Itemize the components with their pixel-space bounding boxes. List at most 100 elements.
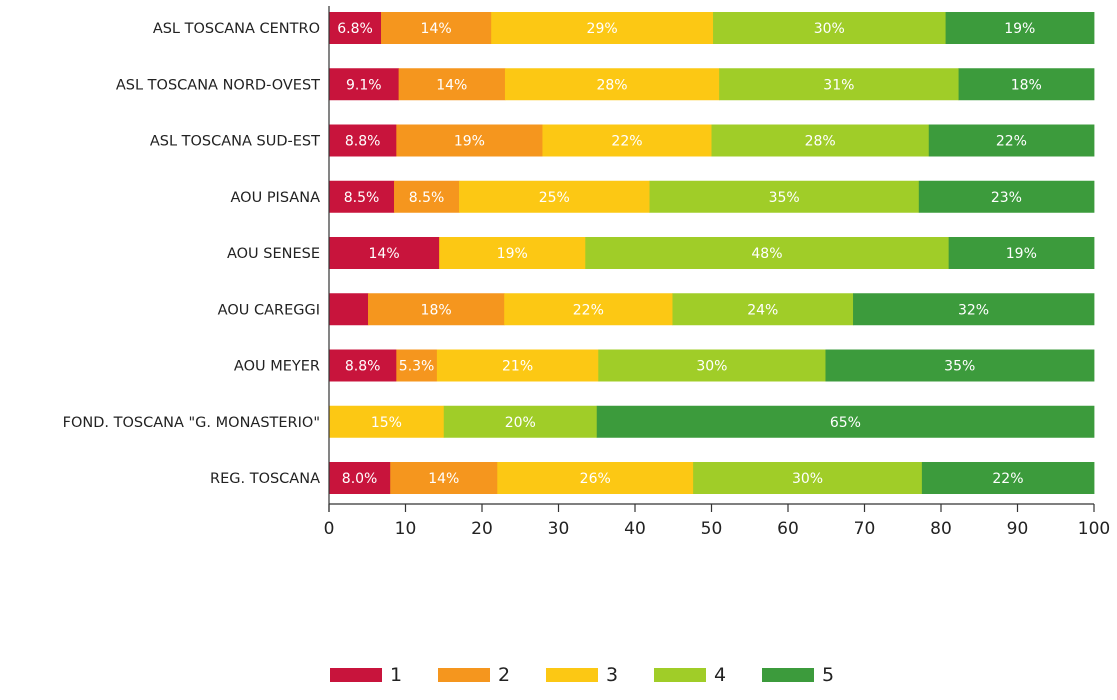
data-label-asl-toscana-sud-est-5: 22% [996,134,1027,150]
data-label-fond-toscana-g-monasterio-4: 20% [505,415,536,431]
x-tick-label-90: 90 [1007,519,1029,539]
x-tick-label-80: 80 [930,519,952,539]
bar-segment-asl-toscana-centro-3 [491,12,714,44]
data-label-aou-careggi-2: 18% [421,302,452,318]
data-label-asl-toscana-nord-ovest-4: 31% [823,77,854,93]
data-label-aou-meyer-5: 35% [944,359,975,375]
data-label-reg-toscana-2: 14% [428,471,459,487]
data-label-asl-toscana-centro-5: 19% [1004,21,1035,37]
data-label-aou-pisana-4: 35% [769,190,800,206]
legend-label-1: 1 [390,664,402,686]
data-label-asl-toscana-centro-1: 6.8% [337,21,373,37]
data-label-aou-careggi-3: 22% [573,302,604,318]
bar-segment-asl-toscana-centro-5 [945,12,1095,44]
bar-segment-asl-toscana-nord-ovest-3 [504,68,720,101]
x-tick-label-20: 20 [471,519,493,539]
data-label-fond-toscana-g-monasterio-5: 65% [830,415,861,431]
bar-segment-aou-meyer-1 [329,349,397,382]
bar-segment-reg-toscana-5 [921,462,1095,494]
bar-segment-aou-careggi-4 [672,293,854,326]
bar-segment-asl-toscana-centro-1 [329,12,382,44]
x-tick-label-10: 10 [395,519,417,539]
data-label-reg-toscana-1: 8.0% [342,471,378,487]
bar-segment-aou-pisana-5 [918,180,1095,213]
bar-segment-aou-senese-4 [585,237,950,269]
category-label-aou-senese: AOU SENESE [227,246,320,262]
data-label-asl-toscana-centro-4: 30% [814,21,845,37]
data-label-aou-senese-4: 48% [751,246,782,262]
bar-segment-reg-toscana-1 [329,462,391,494]
bar-segment-asl-toscana-centro-2 [381,12,492,44]
data-label-aou-careggi-4: 24% [747,302,778,318]
data-label-asl-toscana-nord-ovest-3: 28% [596,77,627,93]
data-label-reg-toscana-5: 22% [992,471,1023,487]
legend-label-3: 3 [606,664,618,686]
bar-segment-reg-toscana-2 [390,462,498,494]
bar-segment-aou-senese-1 [329,237,440,269]
data-label-fond-toscana-g-monasterio-3: 15% [371,415,402,431]
category-label-asl-toscana-sud-est: ASL TOSCANA SUD-EST [150,134,320,150]
bar-segment-aou-meyer-4 [598,349,826,382]
bar-segment-asl-toscana-sud-est-4 [711,124,930,157]
data-label-aou-senese-3: 19% [497,246,528,262]
x-tick-label-50: 50 [701,519,723,539]
x-tick-label-100: 100 [1078,519,1110,539]
data-label-aou-pisana-3: 25% [539,190,570,206]
bar-segment-fond-toscana-g-monasterio-5 [596,405,1095,438]
bars-group [329,12,1095,494]
bar-segment-asl-toscana-nord-ovest-4 [719,68,959,101]
bar-segment-asl-toscana-sud-est-1 [329,124,397,157]
category-label-asl-toscana-nord-ovest: ASL TOSCANA NORD-OVEST [116,77,320,93]
bar-segment-aou-senese-3 [439,237,586,269]
legend-swatch-5 [762,668,814,682]
legend-swatch-3 [546,668,598,682]
data-label-asl-toscana-sud-est-4: 28% [805,134,836,150]
x-tick-label-40: 40 [624,519,646,539]
data-label-asl-toscana-nord-ovest-5: 18% [1011,77,1042,93]
bar-segment-aou-meyer-5 [825,349,1095,382]
x-tick-label-0: 0 [324,519,335,539]
bar-segment-aou-pisana-3 [459,180,650,213]
x-tick-label-60: 60 [777,519,799,539]
legend-swatch-4 [654,668,706,682]
bar-segment-reg-toscana-4 [693,462,923,494]
bar-segment-asl-toscana-sud-est-3 [542,124,712,157]
bar-segment-aou-pisana-2 [394,180,460,213]
legend-swatch-1 [330,668,382,682]
x-axis: 0 10 20 30 40 50 60 70 80 90 100 [324,6,1110,539]
bar-segment-asl-toscana-nord-ovest-5 [958,68,1095,101]
bar-segment-asl-toscana-nord-ovest-2 [398,68,506,101]
category-label-reg-toscana: REG. TOSCANA [210,471,320,487]
bar-segment-aou-pisana-4 [649,180,920,213]
data-label-aou-senese-1: 14% [369,246,400,262]
data-label-asl-toscana-sud-est-1: 8.8% [345,134,381,150]
data-label-aou-senese-5: 19% [1006,246,1037,262]
data-label-asl-toscana-nord-ovest-1: 9.1% [346,77,382,93]
legend-label-2: 2 [498,664,510,686]
data-label-asl-toscana-nord-ovest-2: 14% [436,77,467,93]
data-label-aou-meyer-3: 21% [502,359,533,375]
category-labels-group: ASL TOSCANA CENTRO ASL TOSCANA NORD-OVEST… [63,21,321,487]
data-label-reg-toscana-4: 30% [792,471,823,487]
data-label-asl-toscana-sud-est-2: 19% [454,134,485,150]
bar-segment-asl-toscana-nord-ovest-1 [329,68,400,101]
data-label-aou-meyer-2: 5.3% [399,359,435,375]
data-label-aou-meyer-4: 30% [696,359,727,375]
bar-labels-group: 6.8% 14% 29% 30% 19% 9.1% 14% 28% 31% 18% 8.8% 19% 2… [337,21,1042,487]
legend-label-4: 4 [714,664,726,686]
category-label-asl-toscana-centro: ASL TOSCANA CENTRO [153,21,320,37]
bar-segment-asl-toscana-centro-4 [713,12,946,44]
bar-segment-aou-meyer-2 [396,349,438,382]
category-label-aou-meyer: AOU MEYER [234,359,320,375]
data-label-aou-pisana-5: 23% [991,190,1022,206]
bar-segment-fond-toscana-g-monasterio-3 [329,405,445,438]
bar-segment-asl-toscana-sud-est-5 [928,124,1095,157]
bar-segment-fond-toscana-g-monasterio-4 [443,405,598,438]
data-label-aou-pisana-1: 8.5% [344,190,380,206]
bar-segment-aou-careggi-2 [368,293,505,326]
bar-segment-aou-careggi-1 [329,293,369,326]
category-label-aou-careggi: AOU CAREGGI [218,302,320,318]
data-label-asl-toscana-centro-3: 29% [587,21,618,37]
bar-segment-reg-toscana-3 [497,462,694,494]
